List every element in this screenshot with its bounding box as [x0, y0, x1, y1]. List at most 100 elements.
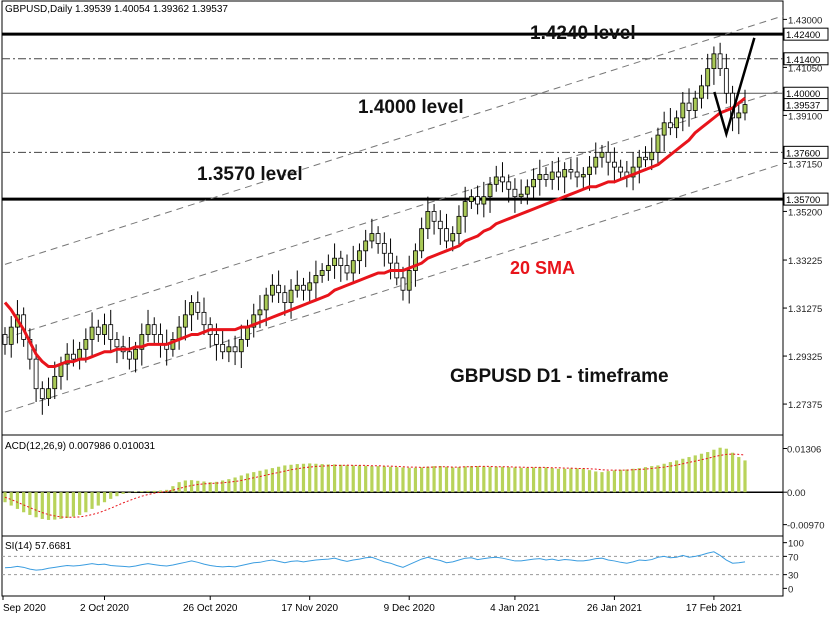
candle-body	[475, 196, 481, 205]
macd-bar	[457, 467, 461, 493]
candle-body	[692, 97, 698, 111]
rsi-tick-label: 70	[788, 552, 799, 563]
macd-bar	[594, 471, 598, 493]
candle-body	[388, 252, 393, 264]
candle-body	[618, 166, 624, 173]
annotation-text: 1.4240 level	[530, 23, 636, 44]
macd-bar	[556, 468, 561, 493]
candle-body	[580, 174, 586, 178]
candle-body	[319, 270, 325, 276]
macd-bar	[339, 464, 343, 493]
candle-body	[661, 122, 667, 136]
candle-body	[444, 228, 449, 242]
macd-bar	[606, 471, 610, 493]
candle-body	[437, 220, 443, 230]
macd-bar	[115, 492, 119, 497]
candle-body	[524, 186, 530, 195]
macd-bar	[40, 492, 44, 519]
macd-bar	[706, 452, 710, 493]
candle-body	[674, 117, 679, 129]
macd-label: ACD(12,26,9) 0.007986 0.010031	[5, 441, 156, 452]
candle-body	[64, 353, 70, 365]
macd-signal-line	[4, 453, 746, 518]
candle-body	[201, 311, 207, 326]
macd-tick-label: 0.01306	[787, 445, 821, 456]
candle-body	[307, 282, 313, 291]
candle-body	[512, 188, 518, 198]
candle-body	[723, 68, 729, 94]
macd-bar	[575, 468, 579, 493]
macd-bar	[127, 492, 131, 493]
macd-bar	[332, 464, 337, 493]
macd-bar	[681, 458, 685, 493]
macd-bar	[476, 466, 480, 493]
macd-bar	[438, 466, 442, 493]
candle-body	[189, 302, 194, 316]
macd-bar	[612, 470, 617, 493]
macd-bar	[245, 473, 250, 493]
x-tick-label: 4 Jan 2021	[490, 603, 540, 614]
candle-body	[102, 324, 107, 335]
y-tick-label: 1.39100	[788, 111, 822, 122]
candle-body	[549, 171, 555, 180]
candle-body	[406, 270, 412, 291]
candle-body	[133, 348, 138, 360]
macd-bar	[320, 464, 324, 493]
y-tick-label: 1.33225	[788, 256, 822, 267]
macd-bar	[600, 472, 604, 493]
candle-body	[518, 193, 524, 198]
candle-body	[462, 201, 468, 217]
macd-bar	[345, 465, 349, 493]
candle-body	[506, 181, 512, 190]
macd-bar	[693, 455, 697, 493]
candle-body	[605, 151, 611, 163]
macd-bar	[208, 482, 212, 493]
macd-bar	[519, 467, 523, 493]
x-tick-label: 17 Nov 2020	[281, 603, 338, 614]
macd-bar	[289, 464, 293, 493]
x-tick-label: 26 Jan 2021	[587, 603, 642, 614]
x-tick-label: 17 Feb 2021	[686, 603, 743, 614]
macd-bar	[90, 492, 94, 509]
macd-bar	[395, 467, 399, 493]
y-tick-label: 1.35200	[788, 207, 822, 218]
candle-body	[126, 351, 132, 360]
price-tag-label: 1.35700	[786, 195, 820, 206]
candle-body	[450, 233, 456, 242]
candle-body	[630, 166, 636, 178]
candle-body	[381, 243, 387, 254]
macd-bar	[451, 467, 455, 493]
macd-bar	[587, 470, 592, 493]
macd-bar	[9, 492, 13, 506]
macd-bar	[214, 481, 219, 493]
macd-bar	[687, 457, 691, 493]
candle-body	[2, 334, 8, 345]
macd-bar	[656, 465, 660, 493]
candle-body	[313, 275, 319, 284]
macd-bar	[252, 472, 256, 493]
candle-body	[95, 326, 101, 335]
candle-body	[705, 68, 711, 87]
channel-lower	[4, 163, 784, 413]
macd-bar	[500, 466, 505, 493]
candle-body	[170, 339, 176, 350]
candle-body	[83, 339, 89, 350]
candle-body	[680, 102, 686, 119]
macd-bar	[233, 477, 237, 493]
macd-bar	[221, 480, 225, 493]
macd-bar	[78, 492, 82, 515]
candle-body	[257, 309, 263, 316]
candle-body	[332, 257, 337, 266]
macd-bar	[227, 479, 231, 493]
rsi-line	[4, 551, 746, 571]
x-tick-label: 2 Oct 2020	[80, 603, 129, 614]
candle-body	[375, 233, 381, 244]
macd-bar	[96, 492, 100, 506]
candle-body	[226, 346, 232, 353]
macd-bar	[370, 466, 374, 493]
rsi-tick-label: 0	[788, 584, 793, 595]
candle-body	[114, 339, 120, 348]
macd-bar	[71, 492, 76, 517]
macd-bar	[699, 453, 704, 493]
